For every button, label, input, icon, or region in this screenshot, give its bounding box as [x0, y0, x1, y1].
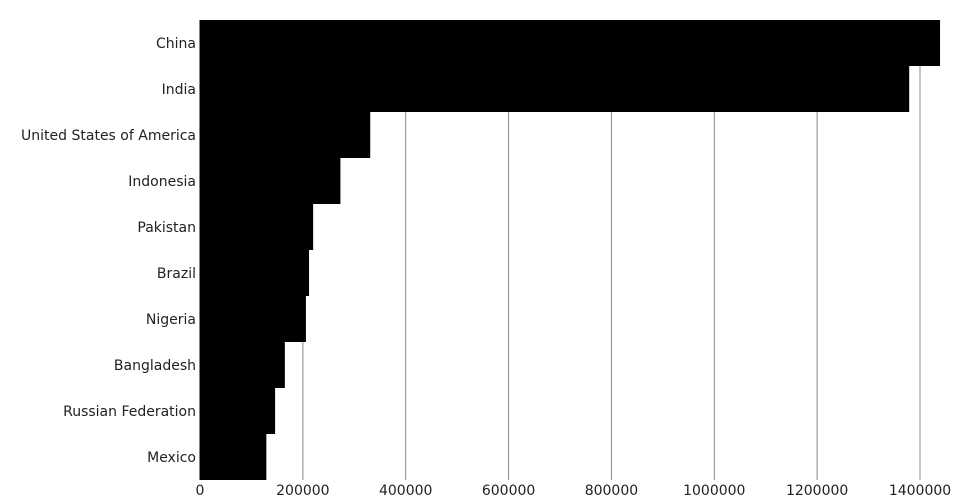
category-label: Pakistan — [137, 220, 196, 236]
category-label: China — [156, 36, 196, 52]
bar — [200, 66, 910, 112]
category-label: Russian Federation — [63, 404, 196, 420]
x-tick-labels: 0 200000 400000 600000 800000 1000000 1200000 1… — [196, 483, 952, 499]
x-tick-label: 1400000 — [889, 483, 951, 499]
bar — [200, 158, 341, 204]
category-label: Brazil — [157, 266, 196, 282]
x-tick-label: 0 — [196, 483, 205, 499]
bar — [200, 112, 371, 158]
category-label: Nigeria — [146, 312, 196, 328]
category-label: India — [162, 82, 196, 98]
bar — [200, 296, 306, 342]
x-tick-label: 800000 — [585, 483, 638, 499]
category-label: United States of America — [21, 128, 196, 144]
bar — [200, 342, 285, 388]
category-label: Bangladesh — [114, 358, 196, 374]
bar — [200, 204, 314, 250]
bar — [200, 434, 267, 480]
bar — [200, 250, 310, 296]
x-tick-label: 400000 — [379, 483, 432, 499]
category-label: Mexico — [147, 450, 196, 466]
x-tick-label: 1200000 — [786, 483, 848, 499]
x-tick-label: 1000000 — [683, 483, 745, 499]
x-tick-label: 600000 — [482, 483, 535, 499]
x-tick-label: 200000 — [276, 483, 329, 499]
category-labels: China India United States of America Indone… — [21, 36, 196, 466]
category-label: Indonesia — [128, 174, 196, 190]
bars — [200, 20, 941, 480]
bar — [200, 20, 941, 66]
bar — [200, 388, 276, 434]
